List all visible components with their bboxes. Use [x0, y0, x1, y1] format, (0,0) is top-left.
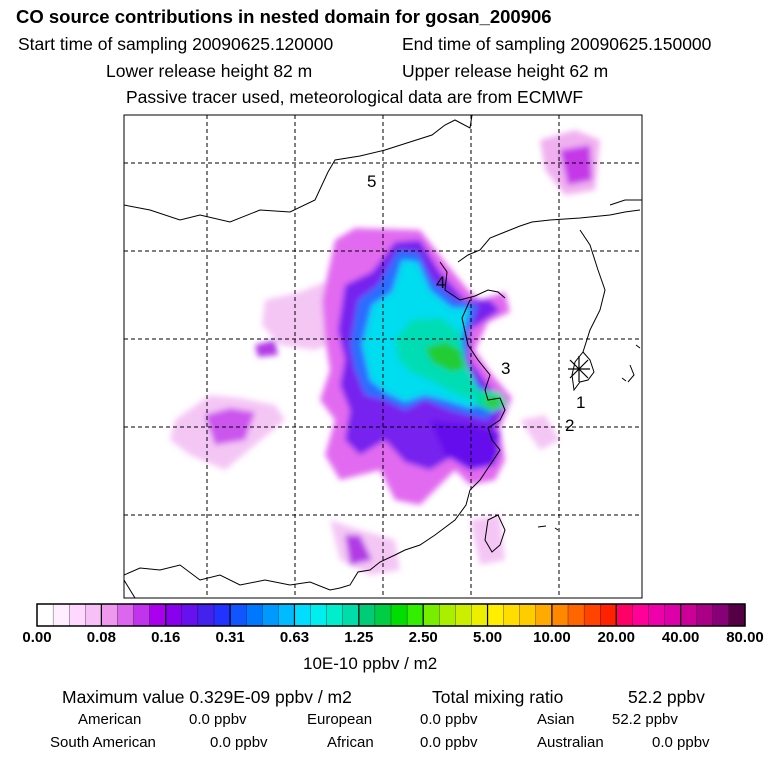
tracer-note: Passive tracer used, meteorological data… [126, 87, 584, 107]
region-label-1: 1 [576, 393, 585, 412]
region-value-south-american: 0.0 ppbv [210, 734, 268, 751]
colorbar-tick-label: 0.08 [86, 629, 116, 646]
colorbar-tick-label: 2.50 [408, 629, 438, 646]
region-value-european: 0.0 ppbv [420, 711, 478, 728]
total-mixing-ratio-value: 52.2 ppbv [628, 687, 705, 707]
concentration-map: 1 2 3 4 5 [123, 114, 643, 599]
colorbar-tick-label: 0.00 [22, 629, 52, 646]
region-value-australian: 0.0 ppbv [652, 734, 710, 751]
region-name-european: European [307, 711, 373, 728]
region-value-american: 0.0 ppbv [189, 711, 247, 728]
region-name-asian: Asian [537, 711, 575, 728]
maximum-value: Maximum value 0.329E-09 ppbv / m2 [62, 687, 352, 707]
total-mixing-ratio-label: Total mixing ratio [432, 687, 564, 707]
region-label-3: 3 [501, 359, 510, 378]
map-frame [123, 114, 643, 599]
plume-field [170, 130, 600, 575]
region-value-asian: 52.2 ppbv [612, 711, 678, 728]
colorbar-tick-label: 20.00 [597, 629, 636, 646]
release-lower: Lower release height 82 m [106, 61, 313, 81]
colorbar-tick-label: 40.00 [661, 629, 700, 646]
sampling-end: End time of sampling 20090625.150000 [402, 34, 712, 54]
colorbar-tick-label: 0.16 [151, 629, 181, 646]
colorbar-tick-label: 80.00 [726, 629, 764, 646]
colorbar-tick-label: 5.00 [472, 629, 503, 646]
chart-title: CO source contributions in nested domain… [16, 6, 552, 27]
colorbar-tick-label: 10.00 [533, 629, 571, 646]
lat-lon-grid [124, 115, 642, 598]
region-label-4: 4 [436, 273, 445, 292]
colorbar-tick-label: 0.63 [279, 629, 310, 646]
region-name-african: African [327, 734, 374, 751]
colorbar-unit: 10E-10 ppbv / m2 [303, 654, 438, 673]
region-name-australian: Australian [537, 734, 604, 751]
coastlines [124, 115, 642, 598]
release-upper: Upper release height 62 m [402, 61, 609, 81]
colorbar-tick-label: 1.25 [344, 629, 374, 646]
receptor-asterisk-icon [568, 356, 590, 382]
region-label-2: 2 [565, 416, 574, 435]
sampling-start: Start time of sampling 20090625.120000 [18, 34, 334, 54]
region-name-american: American [78, 711, 142, 728]
region-value-african: 0.0 ppbv [420, 734, 478, 751]
colorbar-tick-label: 0.31 [215, 629, 245, 646]
region-label-5: 5 [367, 172, 376, 191]
region-name-south-american: South American [50, 734, 156, 751]
